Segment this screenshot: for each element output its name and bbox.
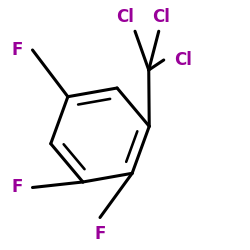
- Text: Cl: Cl: [116, 8, 134, 26]
- Text: Cl: Cl: [152, 8, 170, 26]
- Text: F: F: [11, 178, 22, 196]
- Text: Cl: Cl: [174, 51, 192, 69]
- Text: F: F: [94, 225, 106, 243]
- Text: F: F: [11, 41, 22, 59]
